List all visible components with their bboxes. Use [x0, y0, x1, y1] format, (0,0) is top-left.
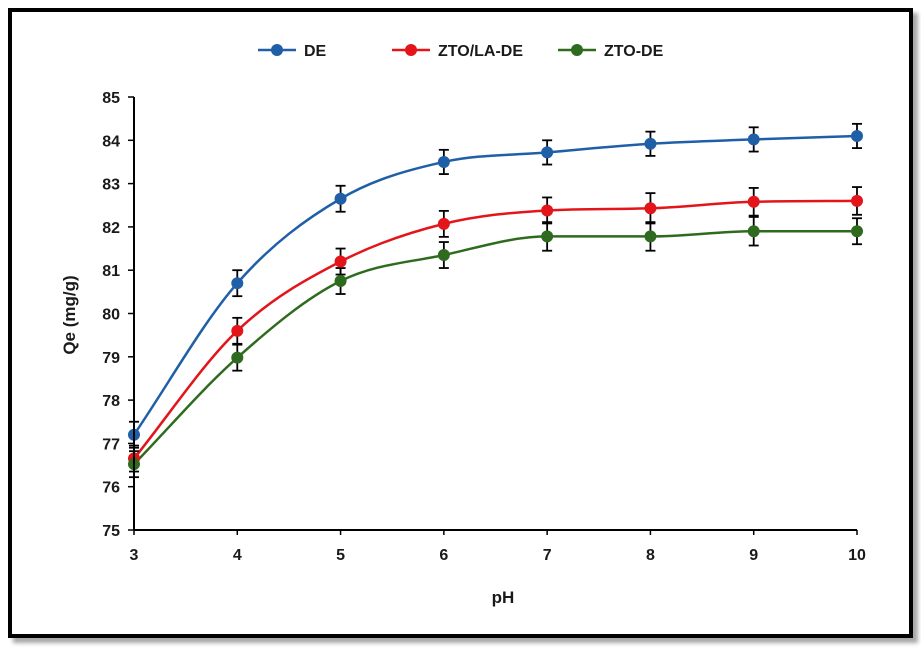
y-tick-label: 76: [102, 480, 120, 497]
legend-swatch-marker: [271, 44, 283, 56]
chart-frame: DE ZTO/LA-DE ZTO-DE 75 76 77 78 79 80 81 82 83 84 85…: [8, 8, 913, 638]
data-point-zto-de: [334, 275, 347, 288]
y-tick-label: 84: [102, 133, 120, 150]
x-tick-label: 6: [439, 547, 448, 564]
x-tick-label: 3: [130, 547, 139, 564]
x-tick-label: 9: [749, 547, 758, 564]
data-point-de: [437, 155, 450, 168]
y-tick-label: 82: [102, 220, 120, 237]
data-point-zto-de: [437, 249, 450, 262]
data-point-de: [851, 129, 863, 142]
data-point-zto-de: [231, 351, 244, 364]
legend-label: DE: [304, 43, 327, 60]
y-tick-label: 81: [102, 263, 120, 280]
legend-item-zto-la-de: ZTO/LA-DE: [392, 43, 523, 60]
data-point-zto-de: [644, 230, 657, 243]
data-point-zto-la-de: [437, 217, 450, 230]
data-point-de: [541, 146, 554, 159]
y-tick-label: 79: [102, 350, 120, 367]
x-tick-label: 7: [543, 547, 552, 564]
data-point-zto-de: [541, 230, 554, 243]
chart: DE ZTO/LA-DE ZTO-DE 7576777879808182838485…: [60, 43, 866, 607]
error-bars: [129, 122, 862, 479]
legend-label: ZTO/LA-DE: [438, 43, 523, 60]
y-tick-label: 83: [102, 177, 120, 194]
y-tick-label: 80: [102, 307, 120, 324]
y-tick-label: 77: [102, 436, 120, 453]
axes: [128, 96, 858, 535]
series-line-zto-de: [133, 229, 857, 466]
data-point-zto-la-de: [334, 255, 347, 268]
data-points: [128, 129, 863, 471]
y-axis-label: Qe (mg/g): [60, 275, 79, 354]
data-point-zto-de: [851, 225, 863, 238]
legend-swatch-marker: [571, 44, 583, 56]
data-point-de: [334, 192, 347, 205]
legend-item-zto-de: ZTO-DE: [558, 43, 664, 60]
x-tick-label: 4: [233, 547, 242, 564]
legend-label: ZTO-DE: [604, 43, 664, 60]
data-point-de: [747, 133, 760, 146]
y-tick-label: 75: [102, 523, 120, 540]
legend-swatch-marker: [405, 44, 417, 56]
legend-item-de: DE: [258, 43, 327, 60]
y-tick-label: 85: [102, 90, 120, 107]
x-tick-label: 5: [336, 547, 345, 564]
data-point-zto-de: [747, 225, 760, 238]
data-point-zto-la-de: [541, 204, 554, 217]
data-point-zto-la-de: [644, 202, 657, 215]
y-tick-label: 78: [102, 393, 120, 410]
data-point-zto-la-de: [231, 324, 244, 337]
x-tick-label: 8: [646, 547, 655, 564]
x-axis-label: pH: [492, 588, 515, 607]
series-lines: [132, 134, 858, 466]
legend: DE ZTO/LA-DE ZTO-DE: [258, 43, 664, 60]
data-point-zto-la-de: [747, 195, 760, 208]
data-point-zto-la-de: [851, 194, 863, 207]
data-point-de: [231, 277, 244, 290]
x-tick-label: 10: [848, 547, 866, 564]
data-point-de: [644, 137, 657, 150]
